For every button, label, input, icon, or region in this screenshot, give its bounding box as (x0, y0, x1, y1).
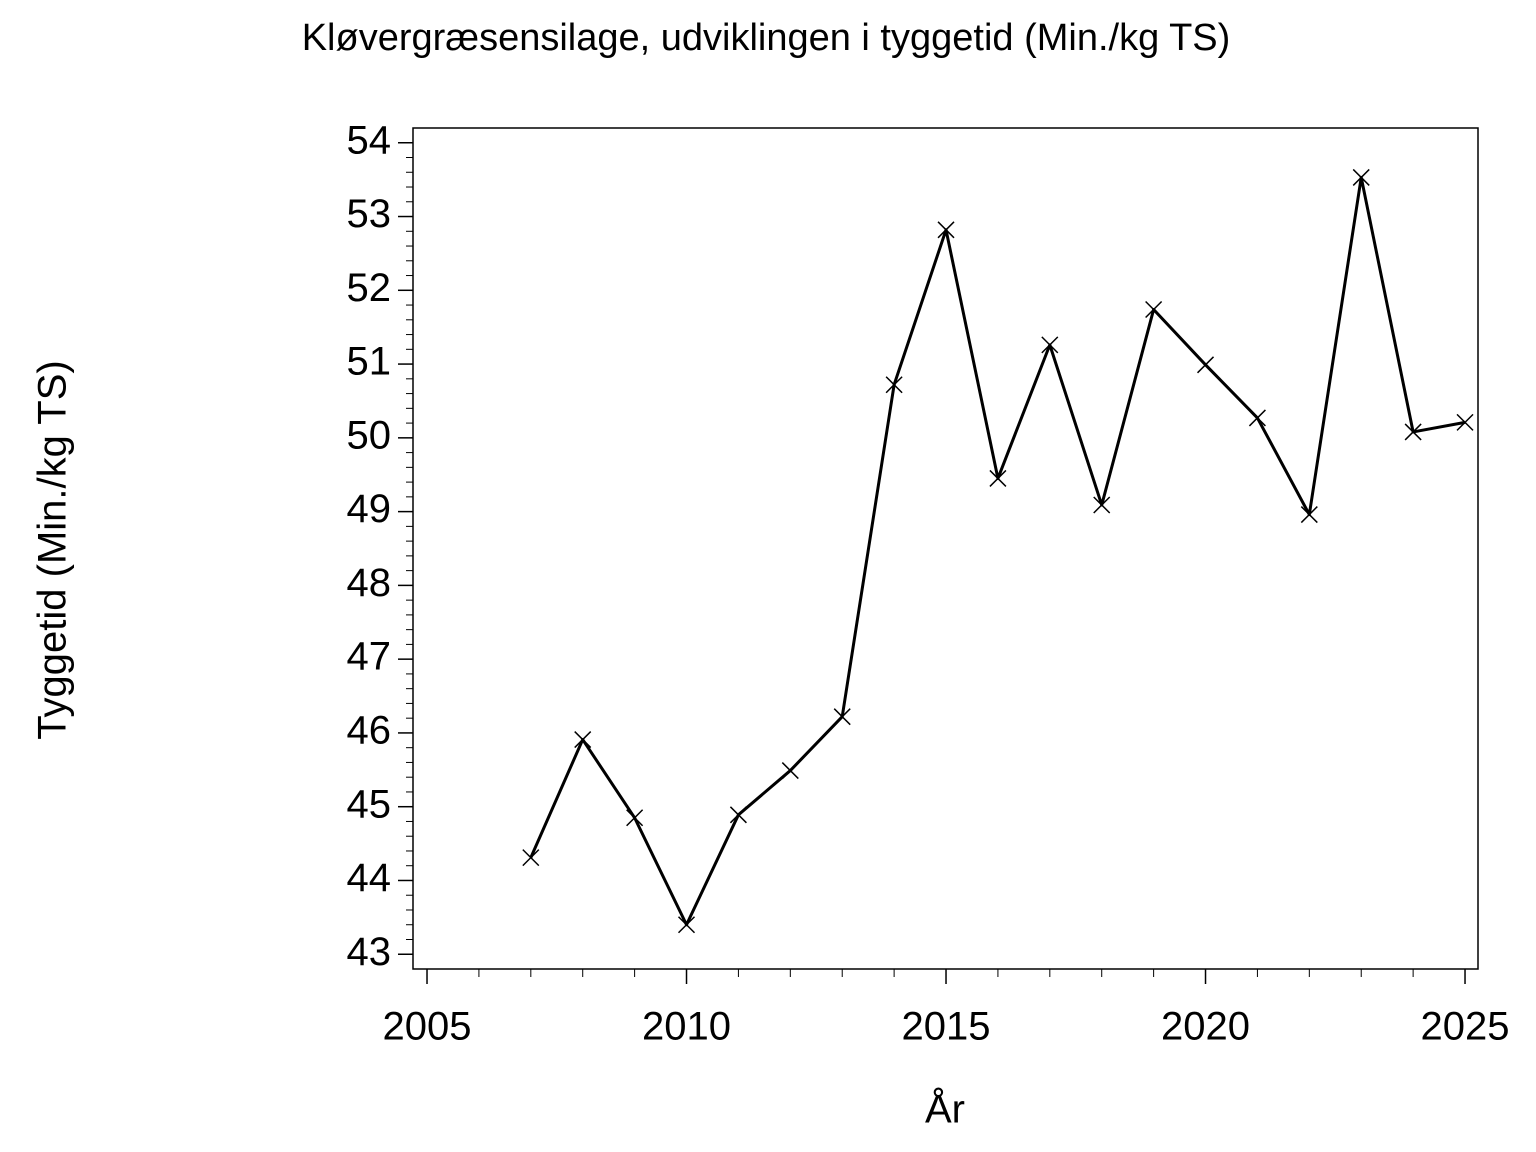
marker (729, 806, 747, 824)
marker (522, 849, 540, 867)
chart-title: Kløvergræsensilage, udviklingen i tygget… (302, 17, 1231, 59)
marker (1145, 300, 1163, 319)
x-axis-label: År (925, 1087, 965, 1132)
y-tick-label: 46 (347, 708, 392, 752)
y-tick-label: 50 (347, 413, 392, 457)
y-tick-label: 47 (347, 635, 392, 679)
marker (1196, 356, 1215, 374)
marker (1404, 423, 1422, 441)
y-tick-label: 51 (347, 340, 392, 384)
marker (1352, 168, 1370, 186)
marker (1093, 496, 1111, 514)
marker (885, 376, 903, 394)
marker (677, 916, 696, 934)
marker (989, 469, 1007, 487)
y-tick-label: 45 (347, 782, 392, 826)
marker (574, 731, 592, 749)
marker (1300, 506, 1318, 524)
x-tick-label: 2015 (902, 1005, 991, 1049)
marker (1248, 409, 1266, 427)
marker (626, 809, 644, 827)
y-tick-label: 49 (347, 487, 392, 531)
marker (833, 708, 851, 726)
y-tick-label: 52 (347, 266, 392, 310)
x-tick-label: 2025 (1421, 1005, 1510, 1049)
y-tick-label: 53 (347, 192, 392, 236)
y-tick-label: 43 (347, 930, 392, 974)
x-tick-label: 2010 (642, 1005, 731, 1049)
marker (1041, 336, 1059, 354)
marker (937, 221, 955, 239)
marker (781, 762, 799, 780)
x-tick-label: 2020 (1161, 1005, 1250, 1049)
y-tick-label: 44 (347, 856, 392, 900)
y-axis-label: Tyggetid (Min./kg TS) (31, 360, 75, 739)
marker (1456, 413, 1474, 431)
y-tick-label: 54 (347, 118, 392, 162)
y-tick-label: 48 (347, 561, 392, 605)
x-tick-label: 2005 (383, 1005, 472, 1049)
